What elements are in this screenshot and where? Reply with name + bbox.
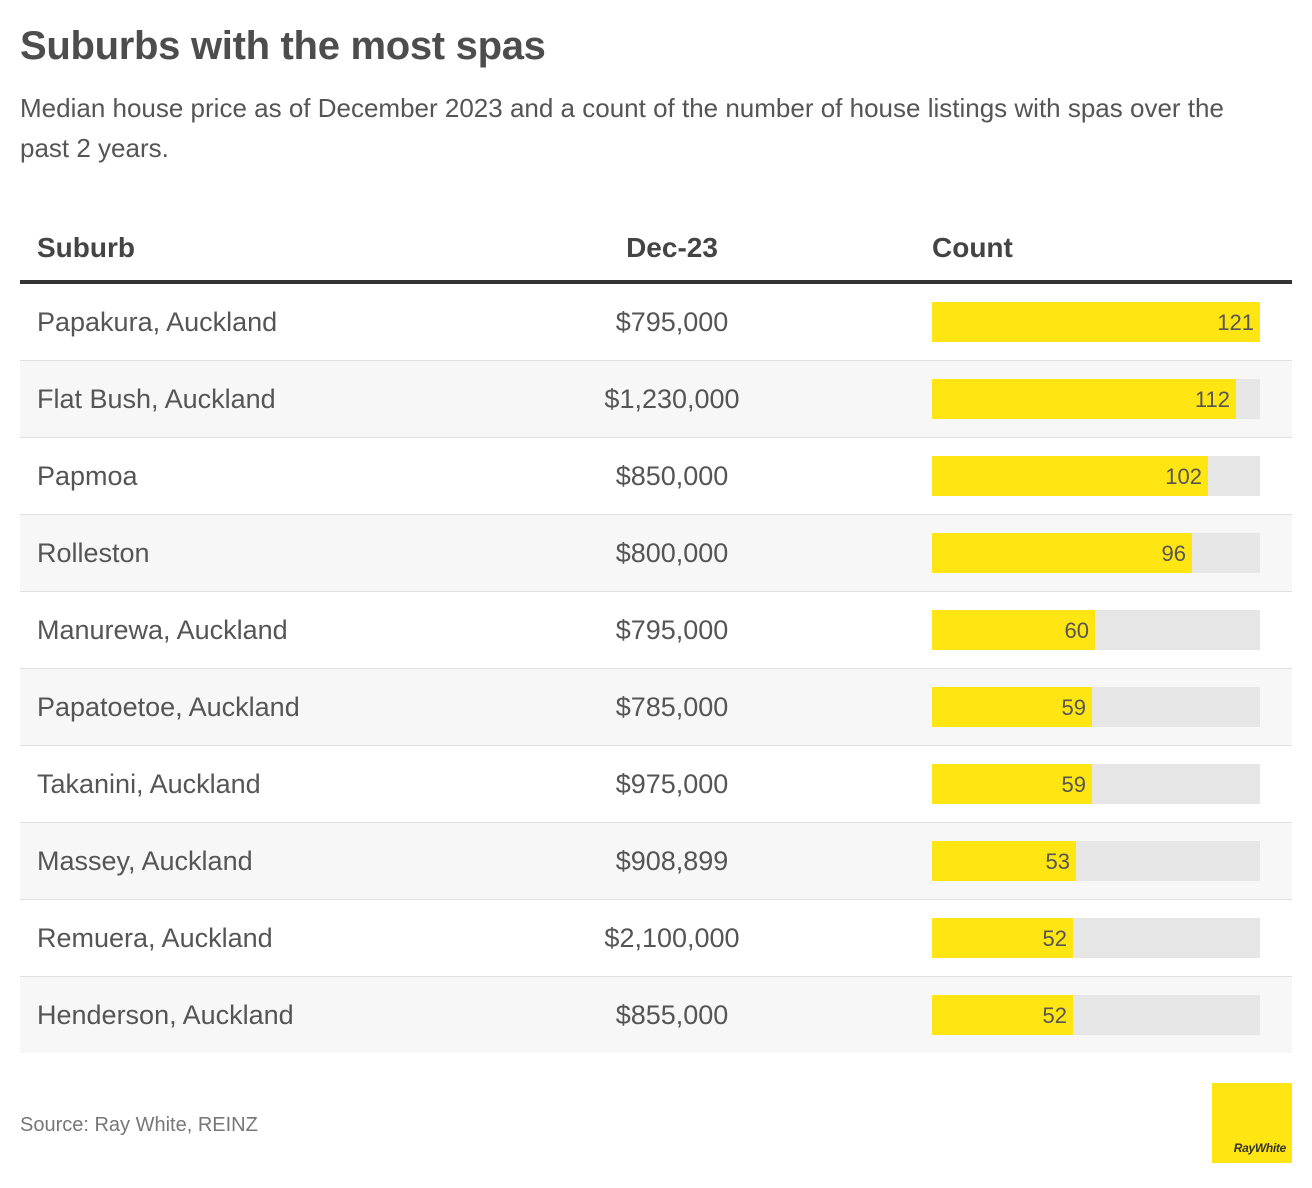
table-row: Rolleston $800,000 96 xyxy=(20,515,1292,592)
count-bar: 121 xyxy=(932,302,1260,342)
table-row: Massey, Auckland $908,899 53 xyxy=(20,823,1292,900)
count-bar-track: 121 xyxy=(932,302,1260,342)
count-label: 59 xyxy=(1061,772,1086,797)
count-label: 121 xyxy=(1217,310,1254,335)
spa-table: Suburb Dec-23 Count Papakura, Auckland $7… xyxy=(20,214,1292,1053)
table-row: Papmoa $850,000 102 xyxy=(20,438,1292,515)
table-row: Manurewa, Auckland $795,000 60 xyxy=(20,592,1292,669)
price-cell: $785,000 xyxy=(615,692,729,722)
suburb-cell: Rolleston xyxy=(37,538,150,568)
table-header: Suburb Dec-23 Count xyxy=(20,214,1292,284)
suburb-cell: Massey, Auckland xyxy=(37,846,253,876)
price-cell: $795,000 xyxy=(615,307,729,337)
chart-subtitle: Median house price as of December 2023 a… xyxy=(20,93,1224,163)
count-bar: 52 xyxy=(932,918,1073,958)
suburb-cell: Papatoetoe, Auckland xyxy=(37,692,300,722)
header-suburb: Suburb xyxy=(37,232,135,263)
table-row: Papakura, Auckland $795,000 121 xyxy=(20,284,1292,361)
count-bar-track: 60 xyxy=(932,610,1260,650)
suburb-cell: Takanini, Auckland xyxy=(37,769,261,799)
suburb-cell: Remuera, Auckland xyxy=(37,923,273,953)
table-row: Takanini, Auckland $975,000 59 xyxy=(20,746,1292,823)
count-bar-track: 53 xyxy=(932,841,1260,881)
count-bar-track: 59 xyxy=(932,687,1260,727)
suburb-cell: Henderson, Auckland xyxy=(37,1000,294,1030)
table-row: Henderson, Auckland $855,000 52 xyxy=(20,977,1292,1053)
header-price: Dec-23 xyxy=(626,232,718,263)
price-cell: $2,100,000 xyxy=(604,923,740,953)
count-label: 60 xyxy=(1064,618,1089,643)
count-bar-track: 112 xyxy=(932,379,1260,419)
suburb-cell: Papmoa xyxy=(37,461,138,491)
count-bar: 52 xyxy=(932,995,1073,1035)
count-label: 52 xyxy=(1042,1003,1067,1028)
count-label: 96 xyxy=(1161,541,1186,566)
price-cell: $800,000 xyxy=(615,538,729,568)
count-bar-track: 102 xyxy=(932,456,1260,496)
price-cell: $908,899 xyxy=(615,846,729,876)
count-label: 53 xyxy=(1045,849,1070,874)
count-bar: 102 xyxy=(932,456,1208,496)
count-bar: 96 xyxy=(932,533,1192,573)
table-row: Remuera, Auckland $2,100,000 52 xyxy=(20,900,1292,977)
count-bar: 59 xyxy=(932,764,1092,804)
price-cell: $850,000 xyxy=(615,461,729,491)
count-bar-track: 59 xyxy=(932,764,1260,804)
price-cell: $795,000 xyxy=(615,615,729,645)
count-bar: 53 xyxy=(932,841,1076,881)
suburb-cell: Manurewa, Auckland xyxy=(37,615,288,645)
count-bar-track: 52 xyxy=(932,918,1260,958)
logo-text: RayWhite xyxy=(1233,1141,1287,1155)
count-bar: 59 xyxy=(932,687,1092,727)
price-cell: $855,000 xyxy=(615,1000,729,1030)
header-count: Count xyxy=(932,232,1013,263)
table-row: Papatoetoe, Auckland $785,000 59 xyxy=(20,669,1292,746)
count-label: 59 xyxy=(1061,695,1086,720)
chart-title: Suburbs with the most spas xyxy=(20,24,546,68)
count-label: 112 xyxy=(1194,387,1230,412)
ray-white-logo: RayWhite xyxy=(1212,1083,1292,1163)
count-bar-track: 96 xyxy=(932,533,1260,573)
suburb-cell: Papakura, Auckland xyxy=(37,307,278,337)
suburb-cell: Flat Bush, Auckland xyxy=(37,384,276,414)
count-bar-track: 52 xyxy=(932,995,1260,1035)
price-cell: $975,000 xyxy=(615,769,729,799)
table-row: Flat Bush, Auckland $1,230,000 112 xyxy=(20,361,1292,438)
price-cell: $1,230,000 xyxy=(604,384,740,414)
count-label: 102 xyxy=(1165,464,1202,489)
count-label: 52 xyxy=(1042,926,1067,951)
count-bar: 60 xyxy=(932,610,1095,650)
count-bar: 112 xyxy=(932,379,1236,419)
table-body: Papakura, Auckland $795,000 121 Flat Bush, … xyxy=(20,284,1292,1053)
source-note: Source: Ray White, REINZ xyxy=(20,1114,258,1136)
